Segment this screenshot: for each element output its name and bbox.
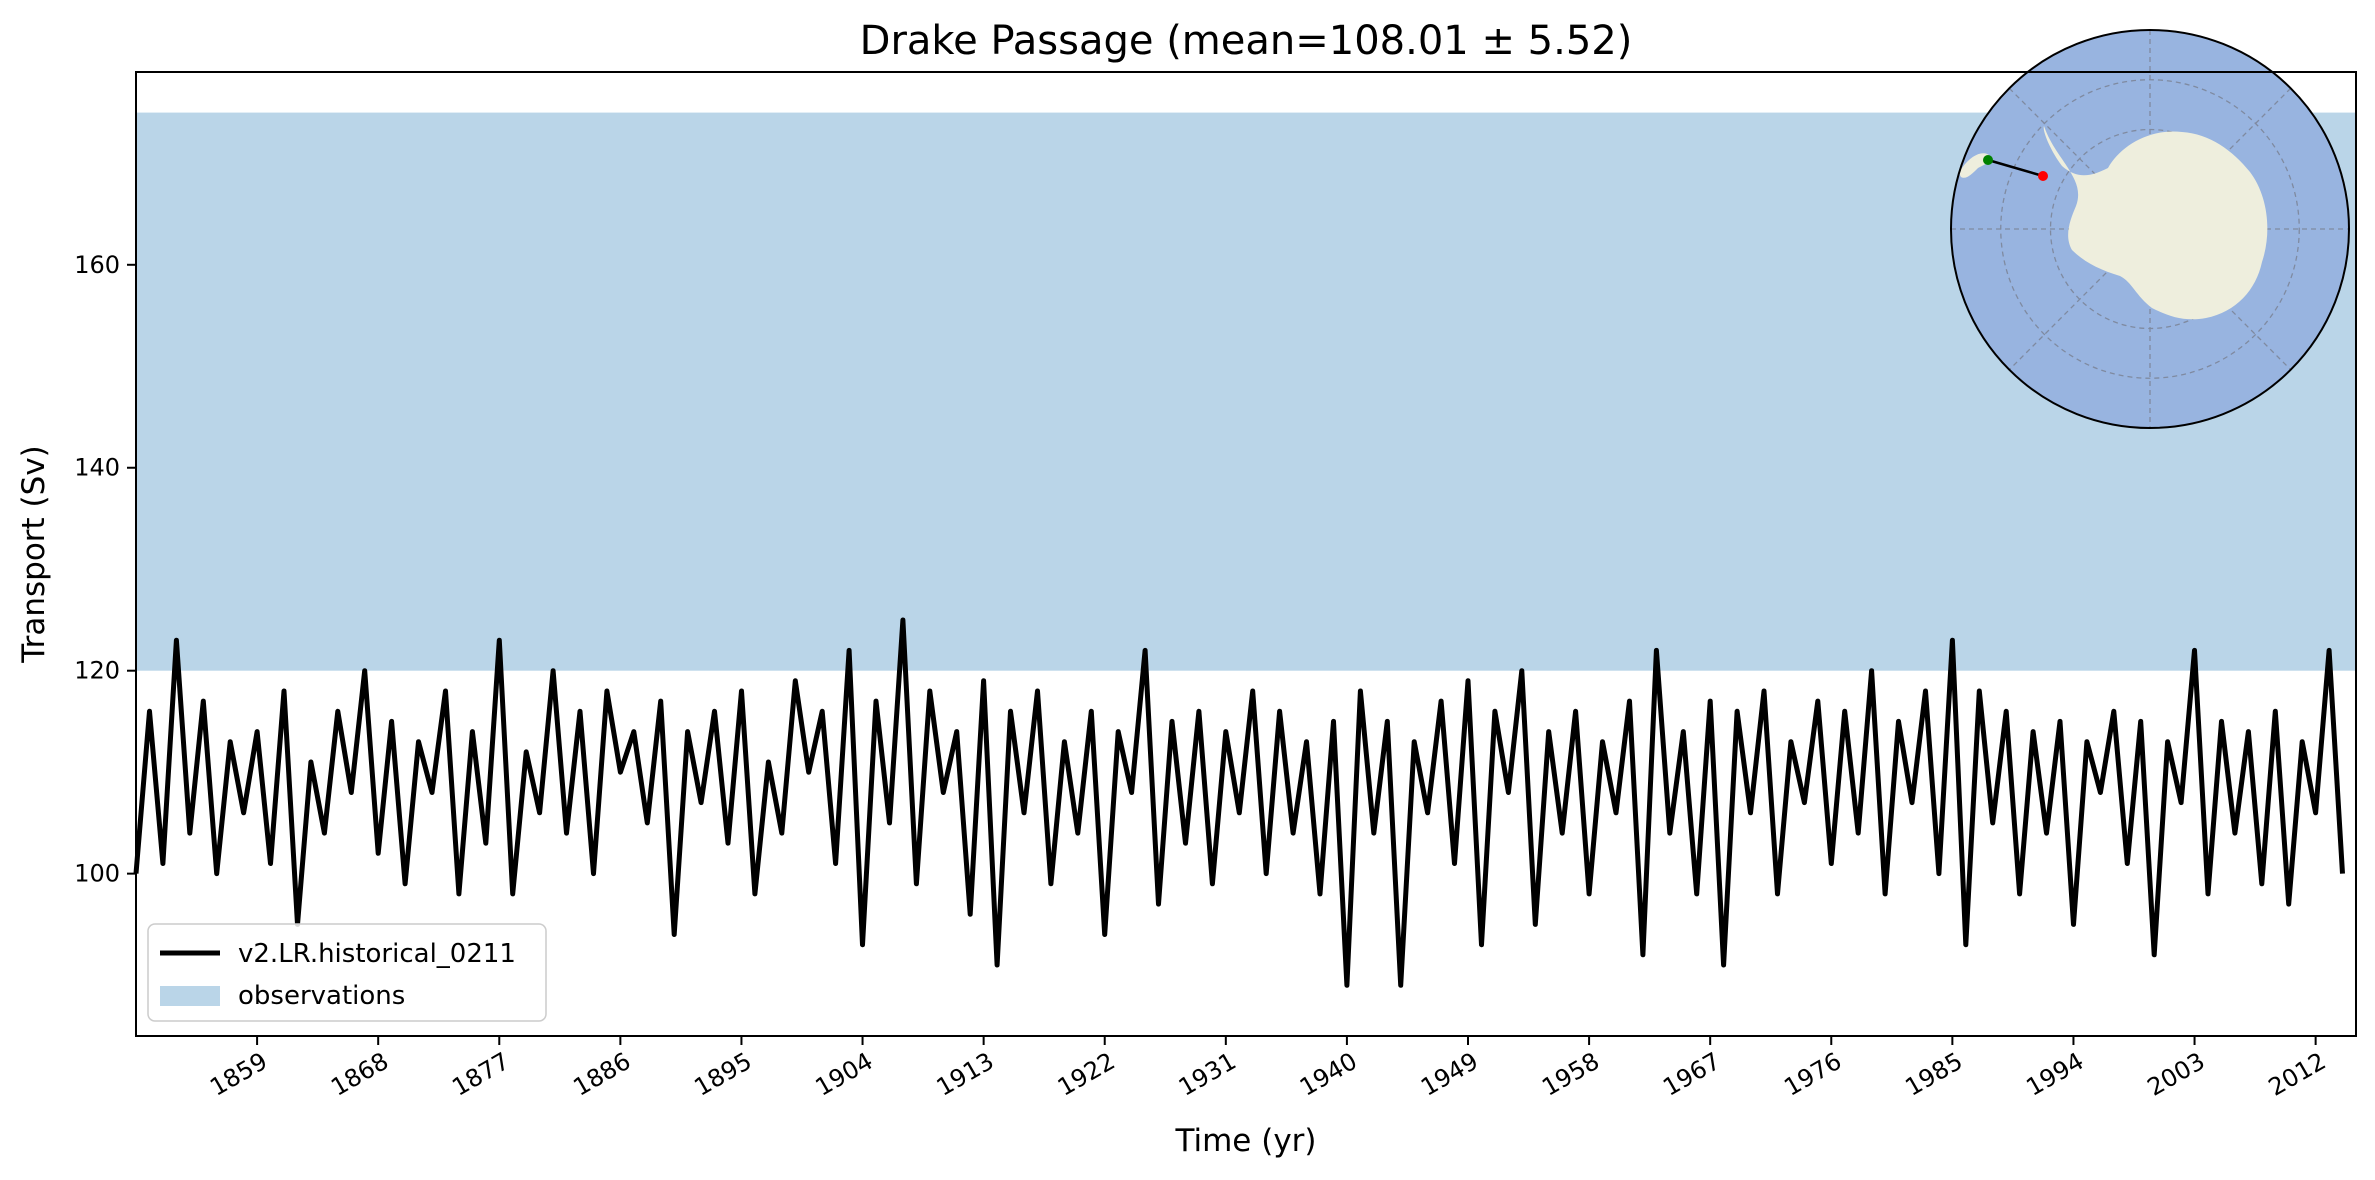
map-section-end-marker	[2038, 171, 2048, 181]
y-axis-label: Transport (Sv)	[16, 445, 52, 664]
x-tick-label: 1976	[1779, 1047, 1846, 1102]
x-tick-label: 1940	[1295, 1047, 1362, 1102]
y-tick-label: 120	[74, 657, 120, 685]
series-line-0	[133, 617, 2345, 988]
x-tick-label: 1931	[1174, 1047, 1241, 1102]
map-antarctica	[2043, 126, 2268, 320]
map-section-start-marker	[1983, 155, 1993, 165]
legend-label-series: v2.LR.historical_0211	[238, 939, 516, 969]
y-axis-ticks: 100 120 140 160	[74, 251, 136, 888]
map-section-line	[1987, 158, 2044, 178]
x-tick-label: 1958	[1537, 1047, 1604, 1102]
x-tick-label: 1922	[1053, 1047, 1120, 1102]
x-tick-label: 1985	[1900, 1047, 1967, 1102]
plot-frame	[135, 71, 2357, 1037]
x-tick-label: 1868	[326, 1047, 393, 1102]
x-tick-label: 1895	[690, 1047, 757, 1102]
x-tick-label: 1967	[1658, 1047, 1725, 1102]
x-tick-label: 1877	[447, 1047, 514, 1102]
series-layer	[133, 617, 2345, 988]
legend: v2.LR.historical_0211 observations	[147, 923, 547, 1022]
legend-box	[147, 923, 547, 1022]
chart-title: Drake Passage (mean=108.01 ± 5.52)	[860, 18, 1633, 64]
legend-label-observations: observations	[238, 981, 405, 1011]
y-tick-label: 140	[74, 454, 120, 482]
x-axis-label: Time (yr)	[1175, 1123, 1317, 1159]
x-tick-label: 1859	[205, 1047, 272, 1102]
x-tick-label: 1904	[811, 1047, 878, 1102]
x-tick-label: 2003	[2143, 1047, 2210, 1102]
x-axis-ticks: 1859 1868 1877 1886 1895 1904 1913 1922 1931 1940…	[205, 1036, 2331, 1102]
x-tick-label: 1913	[932, 1047, 999, 1102]
map-boundary	[1950, 29, 2350, 429]
y-tick-label: 100	[74, 860, 120, 888]
x-tick-label: 2012	[2264, 1047, 2331, 1102]
x-tick-label: 1994	[2022, 1047, 2089, 1102]
x-tick-label: 1886	[568, 1047, 635, 1102]
x-tick-label: 1949	[1416, 1047, 1483, 1102]
inset-map	[1950, 29, 2350, 429]
legend-swatch-observations	[160, 986, 220, 1006]
y-tick-label: 160	[74, 251, 120, 279]
